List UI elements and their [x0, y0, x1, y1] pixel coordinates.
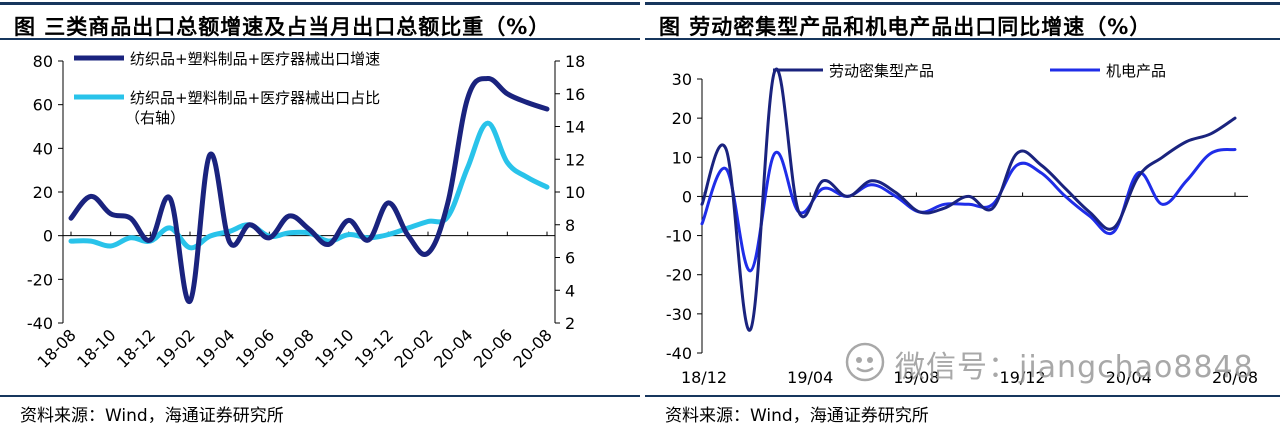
- y-tick-label: 10: [672, 148, 692, 167]
- right-y-tick-label: 6: [565, 249, 575, 268]
- right-y-tick-label: 8: [565, 216, 575, 235]
- wechat-icon: [845, 342, 885, 382]
- x-tick-label: 19-06: [232, 325, 278, 371]
- series-line-labor-intensive: [700, 67, 1237, 332]
- x-tick-label: 18-10: [73, 325, 119, 371]
- watermark-text: 微信号：jiangchao8848: [895, 350, 1254, 385]
- left-chart-title: 图 三类商品出口总额增速及占当月出口总额比重（%）: [14, 15, 551, 39]
- x-tick-label: 19-04: [192, 325, 238, 371]
- left-title-bar: 图 三类商品出口总额增速及占当月出口总额比重（%）: [0, 2, 640, 40]
- left-y-tick-label: 60: [33, 96, 53, 115]
- x-tick-label: 20/08: [1212, 368, 1258, 387]
- right-line-chart: 30 20 10 0 -10 -20 -30 -40 18/12 19/04 19/08 19/12 2…: [666, 62, 1258, 387]
- left-chart-panel: 图 三类商品出口总额增速及占当月出口总额比重（%） 80 60 40 20 0 -20 -4…: [0, 2, 640, 426]
- x-tick-label: 20-08: [510, 325, 556, 371]
- wechat-watermark: 微信号：jiangchao8848: [845, 340, 1253, 385]
- right-y-tick-label: 18: [565, 52, 585, 71]
- y-tick-label: -20: [666, 266, 692, 285]
- y-tick-label: 20: [672, 109, 692, 128]
- left-source-text: 资料来源：Wind，海通证券研究所: [20, 406, 284, 426]
- y-tick-label: 30: [672, 70, 692, 89]
- right-title-bar: 图 劳动密集型产品和机电产品出口同比增速（%）: [645, 2, 1280, 40]
- right-y-tick-label: 14: [565, 118, 585, 137]
- x-tick-label: 20-04: [430, 325, 476, 371]
- right-y-tick-label: 4: [565, 281, 575, 300]
- right-source-bar: 资料来源：Wind，海通证券研究所: [645, 395, 1280, 426]
- series-line-growth: [68, 76, 550, 304]
- x-tick-label: 19-02: [153, 325, 199, 371]
- right-source-text: 资料来源：Wind，海通证券研究所: [665, 406, 929, 426]
- right-y-tick-label: 16: [565, 85, 585, 104]
- x-tick-label: 18-12: [113, 325, 159, 371]
- x-tick-label: 20/04: [1106, 368, 1152, 387]
- x-tick-label: 19/12: [1000, 368, 1046, 387]
- legend-label: 劳动密集型产品: [829, 62, 934, 80]
- series-line-electromechanical: [700, 148, 1237, 273]
- x-tick-label: 19-08: [272, 325, 318, 371]
- left-y-tick-label: 80: [33, 52, 53, 71]
- x-tick-label: 20-02: [391, 325, 437, 371]
- right-y-tick-label: 12: [565, 150, 585, 169]
- left-source-bar: 资料来源：Wind，海通证券研究所: [0, 395, 640, 426]
- left-line-chart: 806040200-20-401816141210864218-0818-101…: [27, 50, 586, 372]
- x-tick-label: 19/04: [787, 368, 833, 387]
- left-y-tick-label: 0: [43, 227, 53, 246]
- left-y-tick-label: -40: [27, 314, 53, 333]
- left-y-tick-label: 20: [33, 183, 53, 202]
- right-chart-panel: 图 劳动密集型产品和机电产品出口同比增速（%） 30 20 10 0 -10 -20 -30…: [645, 0, 1280, 426]
- legend-label: 机电产品: [1106, 62, 1166, 80]
- legend-axis-note: （右轴）: [125, 109, 185, 127]
- right-y-tick-label: 10: [565, 183, 585, 202]
- x-tick-label: 20-06: [470, 325, 516, 371]
- y-tick-label: -40: [666, 344, 692, 363]
- left-y-tick-label: -20: [27, 270, 53, 289]
- x-tick-label: 19-10: [311, 325, 357, 371]
- x-tick-label: 19-12: [351, 325, 397, 371]
- y-tick-label: -10: [666, 227, 692, 246]
- legend-label: 纺织品+塑料制品+医疗器械出口增速: [130, 50, 380, 68]
- x-tick-label: 19/08: [893, 368, 939, 387]
- right-y-tick-label: 2: [565, 314, 575, 333]
- y-tick-label: 0: [682, 187, 692, 206]
- legend-label: 纺织品+塑料制品+医疗器械出口占比: [130, 89, 380, 107]
- y-tick-label: -30: [666, 305, 692, 324]
- left-y-tick-label: 40: [33, 139, 53, 158]
- x-tick-label: 18/12: [681, 368, 727, 387]
- right-chart-title: 图 劳动密集型产品和机电产品出口同比增速（%）: [659, 15, 1152, 39]
